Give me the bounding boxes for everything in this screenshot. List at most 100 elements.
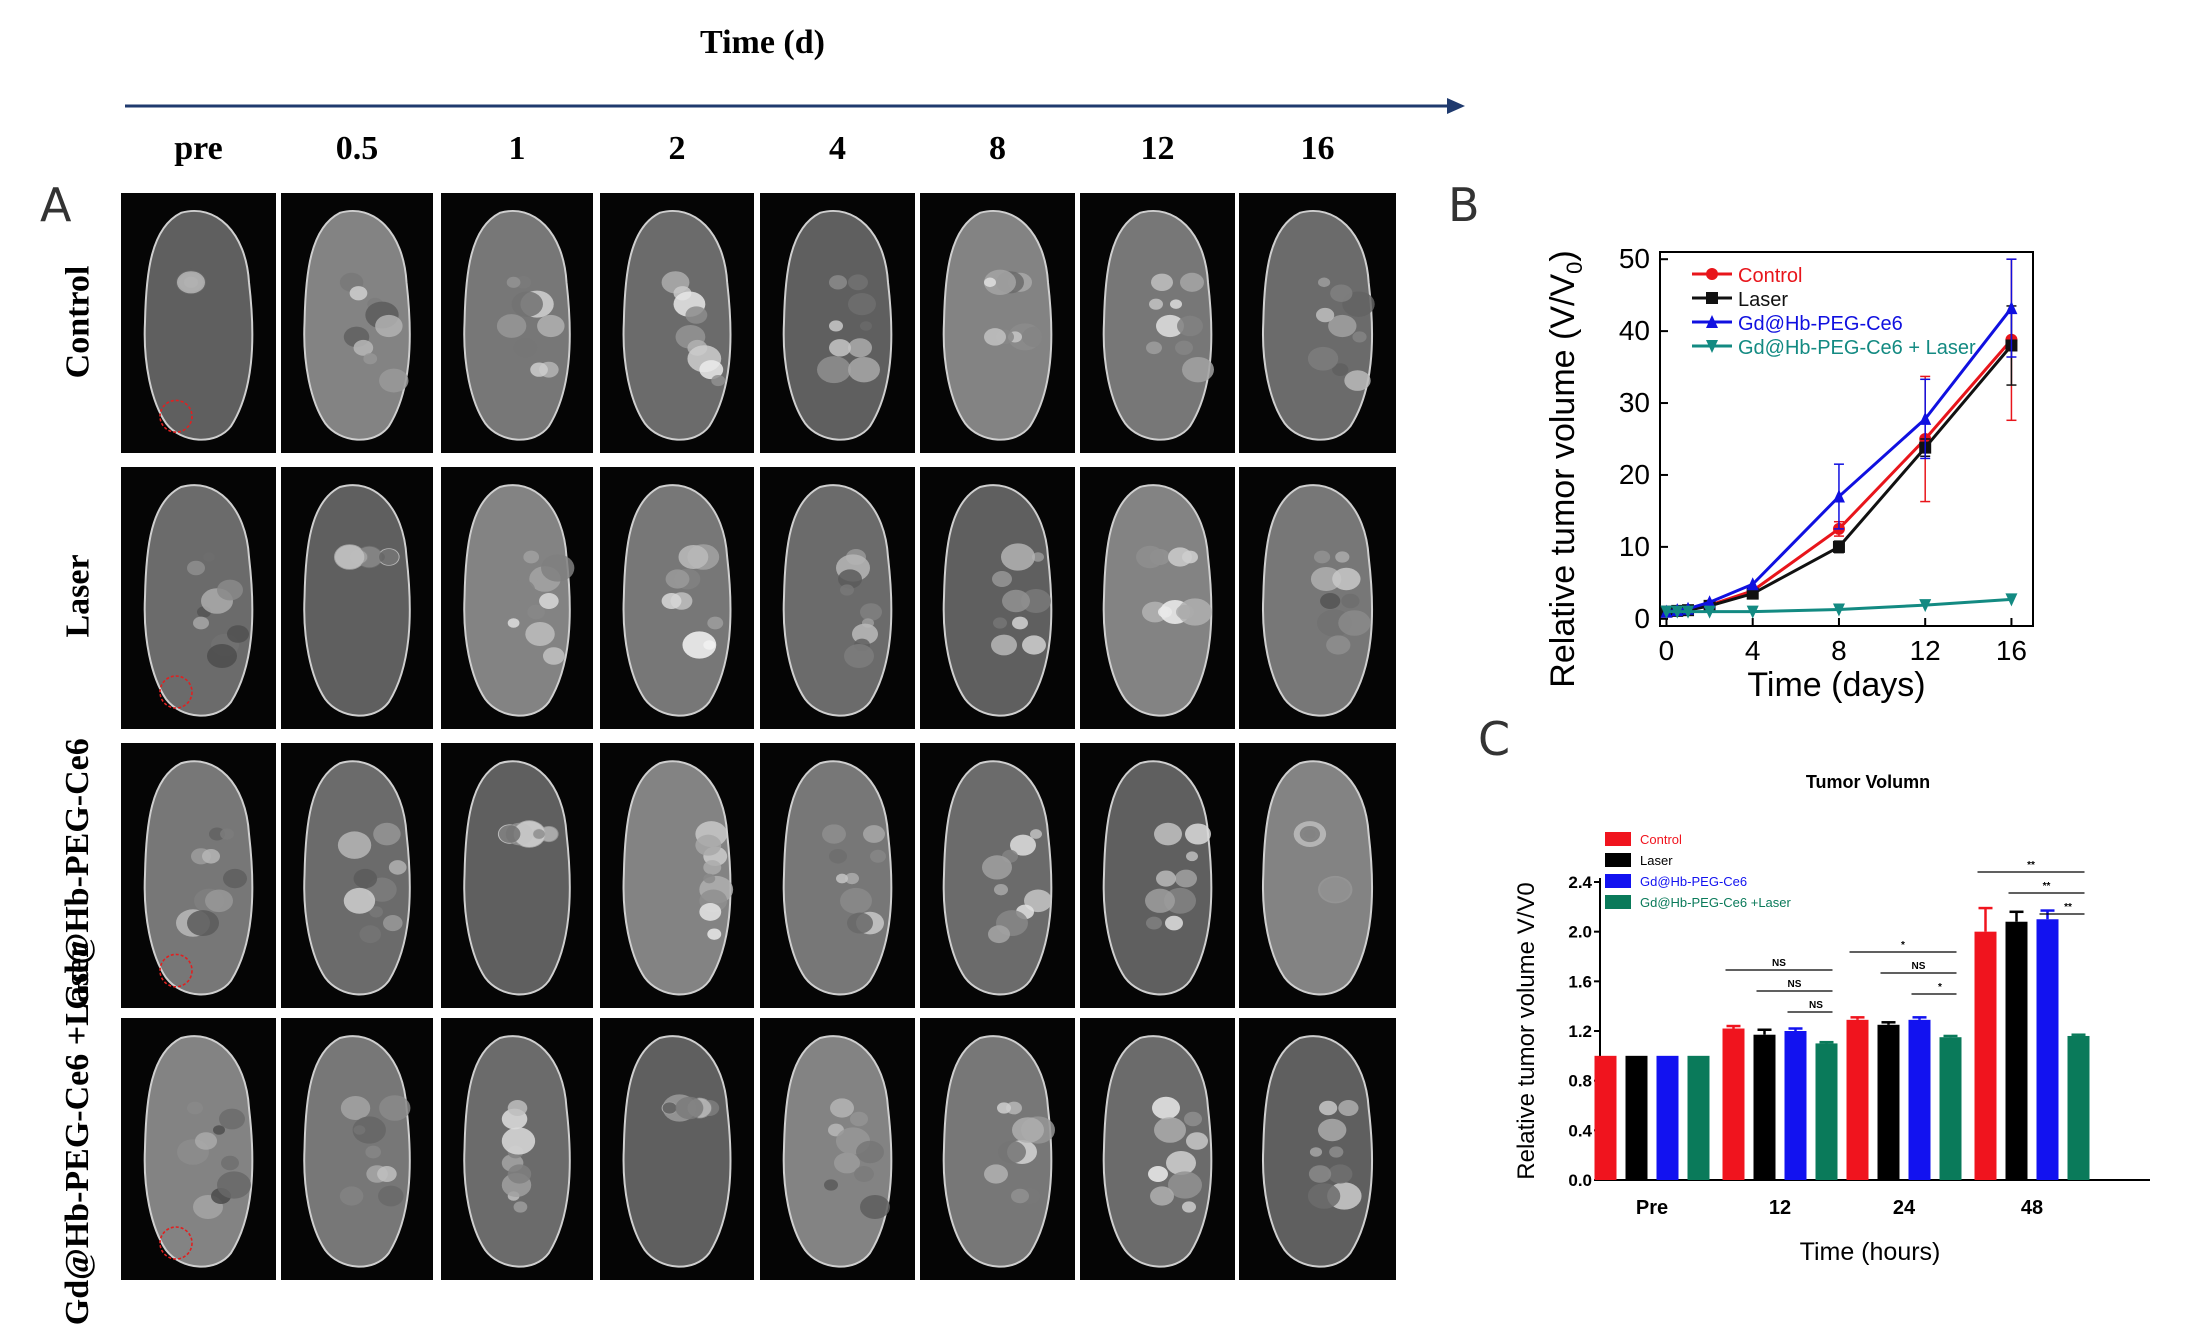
bar bbox=[1939, 1037, 1962, 1180]
significance-label: NS bbox=[1912, 961, 1926, 972]
legend-swatch bbox=[1605, 853, 1631, 867]
legend-label: Gd@Hb-PEG-Ce6 bbox=[1640, 874, 1747, 889]
bar bbox=[1974, 931, 1997, 1180]
legend-label: Gd@Hb-PEG-Ce6 +Laser bbox=[1640, 895, 1792, 910]
panel-label-a: A bbox=[40, 178, 72, 232]
data-point bbox=[1919, 599, 1932, 613]
x-tick-label: 24 bbox=[1893, 1197, 1916, 1219]
bar bbox=[1908, 1019, 1931, 1180]
x-axis-label: Time (hours) bbox=[1800, 1238, 1941, 1266]
y-tick-label: 40 bbox=[1619, 315, 1650, 346]
x-tick-label: 12 bbox=[1769, 1197, 1791, 1219]
chart-c-title: Tumor Volumn bbox=[1806, 772, 1930, 792]
series-2: Gd@Hb-PEG-Ce6 bbox=[1660, 258, 2018, 618]
bar bbox=[1815, 1043, 1838, 1180]
y-tick-label: 2.4 bbox=[1568, 873, 1592, 892]
mri-scan-image bbox=[281, 1018, 433, 1280]
legend-swatch bbox=[1605, 832, 1631, 846]
data-point bbox=[1706, 340, 1718, 353]
data-point bbox=[1746, 577, 1759, 591]
bar bbox=[2067, 1035, 2090, 1180]
group-label: Control bbox=[58, 265, 96, 379]
bar bbox=[1877, 1024, 1900, 1180]
legend-label: Control bbox=[1738, 265, 1802, 287]
bar-series-1: Laser bbox=[1605, 853, 2028, 1180]
mri-scan-image bbox=[441, 193, 593, 453]
chart-b-frame bbox=[1659, 251, 2034, 627]
group-label: Gd@Hb-PEG-Ce6 +Laser bbox=[59, 942, 97, 1326]
y-tick-label: 1.2 bbox=[1568, 1022, 1592, 1041]
y-tick-label: 2.0 bbox=[1568, 923, 1592, 942]
panel-label-b: B bbox=[1448, 178, 1480, 232]
data-point bbox=[2005, 593, 2018, 607]
mri-scan-image bbox=[1239, 1018, 1396, 1280]
mri-scan-image bbox=[441, 743, 593, 1008]
mri-scan-image bbox=[121, 743, 276, 1008]
time-label: 4 bbox=[829, 130, 846, 167]
mri-scan-image bbox=[760, 467, 915, 729]
data-point bbox=[1706, 268, 1718, 280]
mri-scan-image bbox=[600, 1018, 754, 1280]
y-axis-label: Relative tumor volume V/V0 bbox=[1513, 882, 1540, 1179]
bar bbox=[1784, 1031, 1807, 1180]
bar-series-3: Gd@Hb-PEG-Ce6 +Laser bbox=[1605, 895, 2090, 1180]
mri-scan-image bbox=[1080, 743, 1235, 1008]
mri-scan-image bbox=[1080, 467, 1235, 729]
mri-scan-image bbox=[920, 193, 1075, 453]
data-point bbox=[1706, 315, 1718, 328]
bar bbox=[1722, 1028, 1745, 1180]
legend-swatch bbox=[1605, 874, 1631, 888]
y-tick-label: 0.4 bbox=[1568, 1121, 1592, 1140]
significance-label: ** bbox=[2027, 860, 2035, 871]
bar-series-0: Control bbox=[1594, 832, 1997, 1180]
panel-label-c: C bbox=[1478, 712, 1511, 766]
data-point bbox=[1919, 411, 1932, 425]
mri-scan-image bbox=[121, 1018, 276, 1280]
x-axis-label: Time (days) bbox=[1747, 666, 1925, 704]
mri-scan-image bbox=[281, 193, 433, 453]
legend-swatch bbox=[1605, 895, 1631, 909]
y-tick-label: 30 bbox=[1619, 387, 1650, 418]
mri-scan-image bbox=[121, 193, 276, 453]
data-point bbox=[1832, 603, 1845, 617]
data-point bbox=[1671, 605, 1684, 619]
x-tick-label: 48 bbox=[2021, 1197, 2043, 1219]
data-point bbox=[1682, 605, 1695, 619]
mri-scan-image bbox=[1080, 193, 1235, 453]
y-tick-label: 10 bbox=[1619, 531, 1650, 562]
time-label: pre bbox=[174, 130, 223, 167]
legend-label: Control bbox=[1640, 832, 1682, 847]
bar-series-2: Gd@Hb-PEG-Ce6 bbox=[1605, 874, 2059, 1180]
mri-scan-image bbox=[281, 743, 433, 1008]
time-label: 8 bbox=[989, 130, 1006, 167]
x-tick-label: 8 bbox=[1831, 635, 1847, 666]
significance-label: NS bbox=[1809, 1000, 1823, 1011]
y-tick-label: 0.8 bbox=[1568, 1072, 1592, 1091]
y-tick-label: 20 bbox=[1619, 459, 1650, 490]
mri-scan-image bbox=[1239, 193, 1396, 453]
mri-scan-image bbox=[920, 743, 1075, 1008]
bar bbox=[1846, 1019, 1869, 1180]
mri-scan-image bbox=[600, 193, 754, 453]
mri-scan-image bbox=[441, 467, 593, 729]
x-tick-label: 0 bbox=[1659, 635, 1675, 666]
time-label: 16 bbox=[1300, 130, 1335, 167]
significance-label: * bbox=[1901, 940, 1905, 951]
bar bbox=[1625, 1055, 1648, 1180]
data-point bbox=[1832, 540, 1845, 553]
y-tick-label: 1.6 bbox=[1568, 972, 1592, 991]
mri-scan-image bbox=[600, 467, 754, 729]
y-tick-label: 50 bbox=[1619, 243, 1650, 274]
legend-label: Gd@Hb-PEG-Ce6 + Laser bbox=[1738, 337, 1976, 359]
series-3: Gd@Hb-PEG-Ce6 + Laser bbox=[1660, 337, 2018, 619]
bar bbox=[1753, 1034, 1776, 1180]
time-label: 1 bbox=[508, 130, 526, 167]
significance-label: NS bbox=[1788, 979, 1802, 990]
time-label: 12 bbox=[1140, 130, 1175, 167]
bar bbox=[2036, 919, 2059, 1180]
significance-label: ** bbox=[2064, 902, 2072, 913]
x-tick-label: Pre bbox=[1636, 1197, 1668, 1219]
tumor-marker-circle bbox=[159, 1226, 193, 1260]
data-point bbox=[1703, 595, 1716, 609]
data-point bbox=[1706, 292, 1718, 304]
